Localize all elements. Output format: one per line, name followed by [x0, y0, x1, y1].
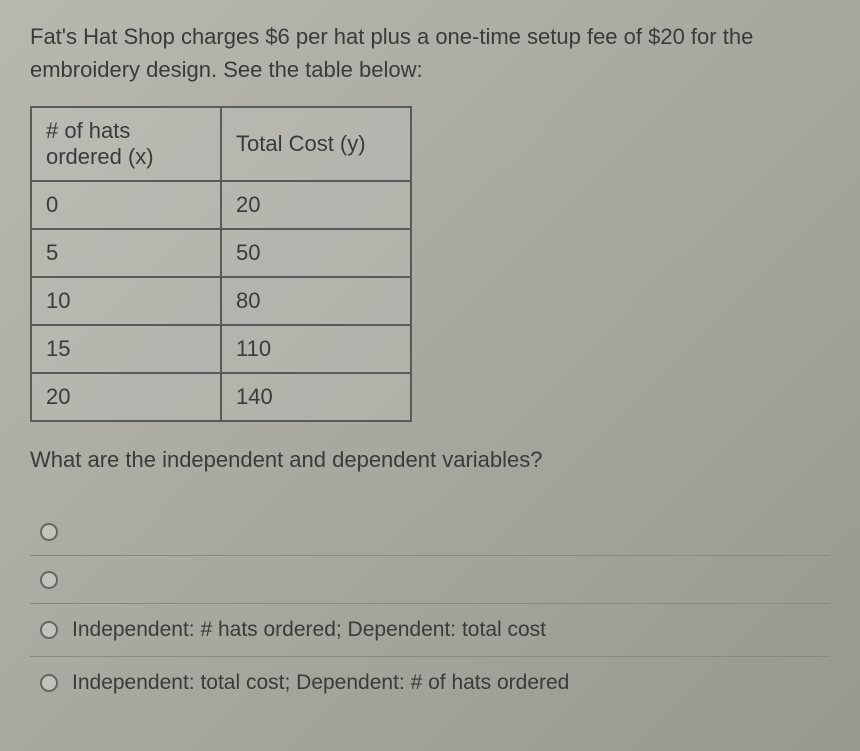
radio-icon	[40, 674, 58, 692]
header-hats-ordered: # of hats ordered (x)	[31, 107, 221, 181]
question-text: What are the independent and dependent v…	[30, 447, 830, 473]
answer-option-1[interactable]	[30, 508, 830, 556]
problem-line-2: embroidery design. See the table below:	[30, 57, 423, 82]
cell-y: 140	[221, 373, 411, 421]
table-row: 5 50	[31, 229, 411, 277]
table-row: 0 20	[31, 181, 411, 229]
data-table: # of hats ordered (x) Total Cost (y) 0 2…	[30, 106, 412, 422]
table-row: 20 140	[31, 373, 411, 421]
cell-x: 5	[31, 229, 221, 277]
cell-y: 110	[221, 325, 411, 373]
answer-option-3[interactable]: Independent: # hats ordered; Dependent: …	[30, 604, 830, 657]
option-label: Independent: # hats ordered; Dependent: …	[72, 618, 546, 642]
header-col1-line1: # of hats	[46, 118, 130, 143]
cell-y: 20	[221, 181, 411, 229]
cell-x: 20	[31, 373, 221, 421]
header-col1-line2: ordered (x)	[46, 144, 154, 169]
problem-line-1: Fat's Hat Shop charges $6 per hat plus a…	[30, 24, 753, 49]
table-header-row: # of hats ordered (x) Total Cost (y)	[31, 107, 411, 181]
cell-y: 80	[221, 277, 411, 325]
table-row: 10 80	[31, 277, 411, 325]
answer-options: Independent: # hats ordered; Dependent: …	[30, 508, 830, 709]
header-total-cost: Total Cost (y)	[221, 107, 411, 181]
cell-x: 0	[31, 181, 221, 229]
radio-icon	[40, 571, 58, 589]
cell-y: 50	[221, 229, 411, 277]
problem-statement: Fat's Hat Shop charges $6 per hat plus a…	[30, 20, 830, 86]
cell-x: 15	[31, 325, 221, 373]
cell-x: 10	[31, 277, 221, 325]
header-col2-text: Total Cost (y)	[236, 131, 366, 156]
radio-icon	[40, 523, 58, 541]
answer-option-2[interactable]	[30, 556, 830, 604]
table-row: 15 110	[31, 325, 411, 373]
radio-icon	[40, 621, 58, 639]
answer-option-4[interactable]: Independent: total cost; Dependent: # of…	[30, 657, 830, 709]
option-label: Independent: total cost; Dependent: # of…	[72, 671, 569, 695]
